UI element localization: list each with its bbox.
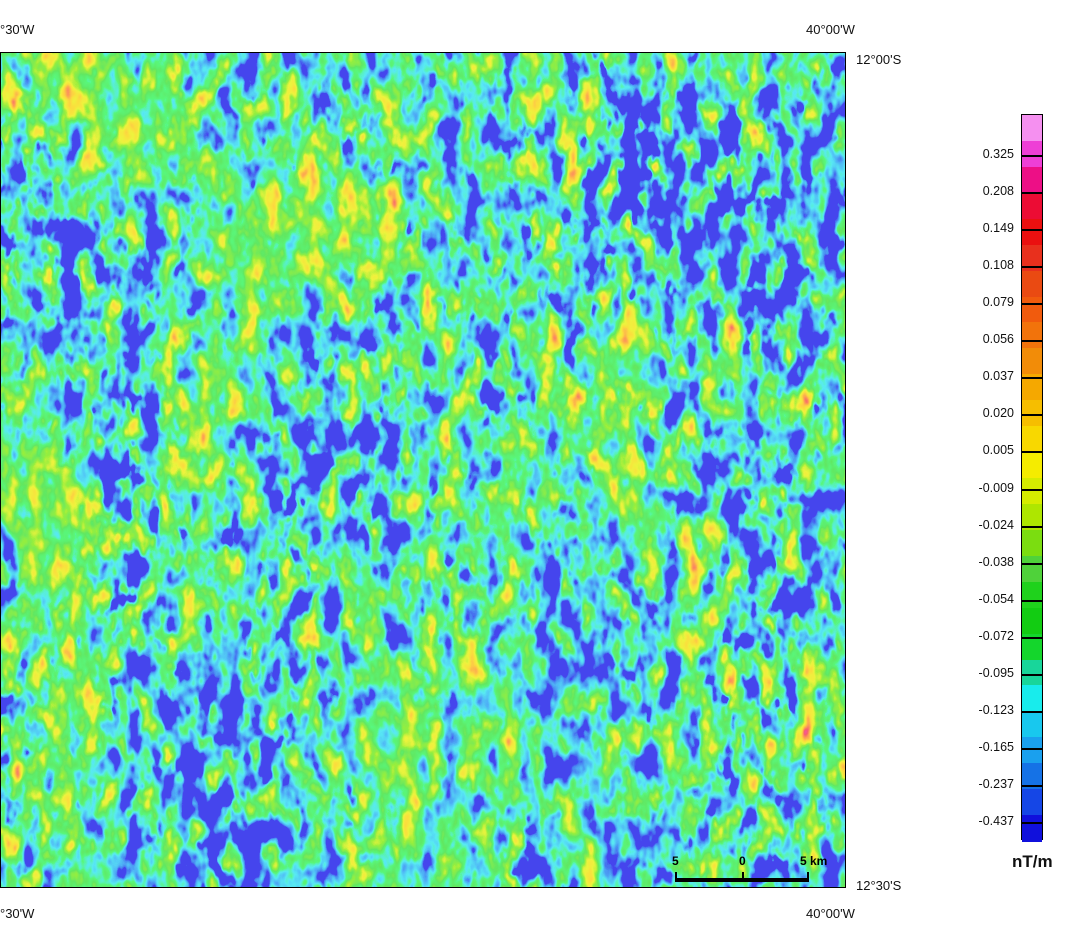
color-scale-swatch bbox=[1022, 555, 1042, 583]
color-scale-tick-label: 0.020 bbox=[982, 406, 1014, 421]
color-scale-tick-label: -0.237 bbox=[978, 776, 1014, 791]
color-scale-tick bbox=[1022, 377, 1042, 380]
color-scale-swatch bbox=[1022, 192, 1042, 220]
color-scale-tick-label: -0.437 bbox=[978, 814, 1014, 828]
color-scale-tick bbox=[1022, 340, 1042, 343]
color-scale-swatch bbox=[1022, 789, 1042, 816]
top-right-latitude: 12°00'S bbox=[856, 52, 902, 67]
color-scale-tick-label: 0.325 bbox=[982, 147, 1014, 161]
color-scale-swatch bbox=[1022, 529, 1042, 557]
scale-mid-label: 0 bbox=[739, 854, 746, 868]
color-scale-tick-label: -0.024 bbox=[978, 517, 1014, 532]
color-scale-swatch bbox=[1022, 503, 1042, 531]
color-scale-tick bbox=[1022, 747, 1042, 750]
color-scale-tick bbox=[1022, 784, 1042, 787]
color-scale-tick bbox=[1022, 673, 1042, 676]
color-scale-tick-label: 0.079 bbox=[982, 295, 1014, 310]
color-scale-bar bbox=[1021, 114, 1043, 842]
color-scale-swatch bbox=[1022, 581, 1042, 609]
color-scale-swatch bbox=[1022, 140, 1042, 168]
magnetic-anomaly-map bbox=[0, 52, 846, 888]
color-scale-tick-label: 0.005 bbox=[982, 443, 1014, 458]
color-scale-swatch bbox=[1022, 244, 1042, 272]
map-raster bbox=[1, 53, 845, 887]
color-scale-tick-label: 0.108 bbox=[982, 258, 1014, 273]
scale-right-label: 5 km bbox=[800, 854, 828, 868]
scale-bar-tick-right bbox=[807, 872, 809, 882]
scale-bar-tick-mid bbox=[742, 872, 744, 882]
color-scale-swatch bbox=[1022, 659, 1042, 687]
color-scale-tick-label: 0.056 bbox=[982, 332, 1014, 347]
color-scale-swatch bbox=[1022, 348, 1042, 375]
bottom-left-longitude: °30'W bbox=[0, 906, 35, 921]
scale-bar: 5 0 5 km bbox=[660, 850, 840, 890]
color-scale-swatch bbox=[1022, 478, 1042, 505]
color-scale-tick-label: 0.149 bbox=[982, 221, 1014, 236]
color-scale-swatch bbox=[1022, 452, 1042, 479]
color-scale-swatch bbox=[1022, 711, 1042, 738]
color-scale-swatch bbox=[1022, 685, 1042, 712]
color-scale-tick bbox=[1022, 525, 1042, 528]
color-scale-tick bbox=[1022, 414, 1042, 417]
color-scale-swatch bbox=[1022, 374, 1042, 401]
color-scale-tick-label: -0.095 bbox=[978, 665, 1014, 680]
color-scale-swatch bbox=[1022, 218, 1042, 246]
color-scale-swatch bbox=[1022, 426, 1042, 453]
top-right-longitude: 40°00'W bbox=[806, 22, 855, 37]
color-scale-tick bbox=[1022, 710, 1042, 713]
color-scale-tick-label: -0.038 bbox=[978, 554, 1014, 569]
color-scale-swatch bbox=[1022, 607, 1042, 635]
color-scale-tick-label: -0.054 bbox=[978, 591, 1014, 606]
color-scale-tick bbox=[1022, 451, 1042, 454]
color-scale-swatch bbox=[1022, 322, 1042, 349]
color-scale-swatch bbox=[1022, 296, 1042, 324]
color-scale-tick bbox=[1022, 192, 1042, 195]
color-scale-swatch bbox=[1022, 115, 1042, 142]
color-scale-tick bbox=[1022, 488, 1042, 491]
color-scale-tick-label: 0.208 bbox=[982, 184, 1014, 199]
color-scale-tick bbox=[1022, 636, 1042, 639]
color-scale-tick-label: -0.072 bbox=[978, 628, 1014, 643]
color-scale-tick-label: -0.165 bbox=[978, 739, 1014, 754]
color-scale-tick bbox=[1022, 562, 1042, 565]
scale-bar-tick-left bbox=[675, 872, 677, 882]
color-scale-swatch bbox=[1022, 270, 1042, 298]
color-scale-tick bbox=[1022, 229, 1042, 232]
color-scale-tick bbox=[1022, 599, 1042, 602]
color-scale-tick-label: 0.037 bbox=[982, 369, 1014, 384]
color-scale-swatch bbox=[1022, 815, 1042, 842]
color-scale-swatch bbox=[1022, 737, 1042, 764]
color-scale-tick-label: -0.009 bbox=[978, 480, 1014, 495]
color-scale-tick bbox=[1022, 822, 1042, 824]
scale-left-label: 5 bbox=[672, 854, 679, 868]
bottom-right-longitude: 40°00'W bbox=[806, 906, 855, 921]
color-scale-tick bbox=[1022, 303, 1042, 306]
color-scale-tick-label: -0.123 bbox=[978, 702, 1014, 717]
top-left-longitude: °30'W bbox=[0, 22, 35, 37]
color-scale-swatch bbox=[1022, 633, 1042, 661]
color-scale-swatch bbox=[1022, 400, 1042, 427]
bottom-right-latitude: 12°30'S bbox=[856, 878, 902, 893]
color-scale-tick bbox=[1022, 155, 1042, 157]
color-scale-unit: nT/m bbox=[1012, 852, 1053, 871]
color-scale-swatch bbox=[1022, 166, 1042, 194]
color-scale-swatch bbox=[1022, 763, 1042, 790]
color-scale-tick bbox=[1022, 266, 1042, 269]
